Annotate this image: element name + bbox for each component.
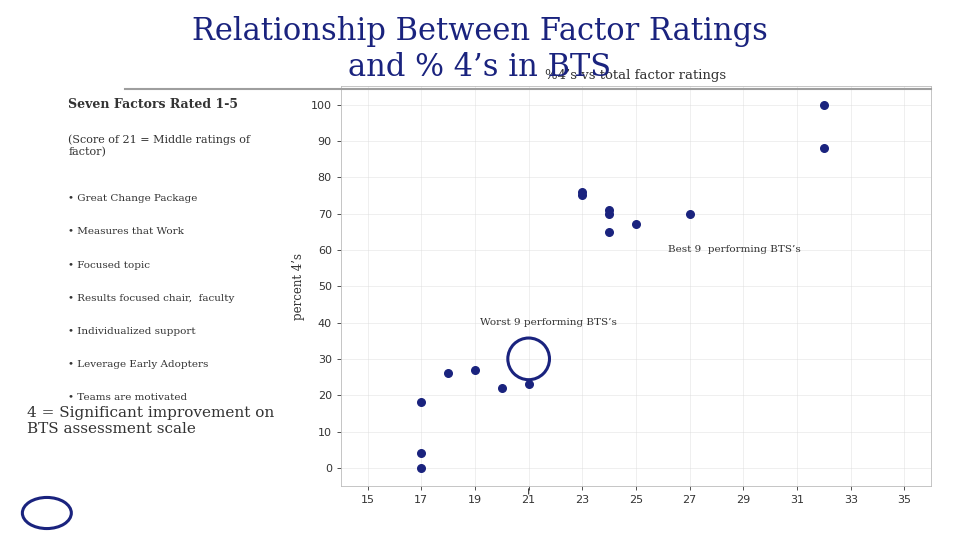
- Text: Seven Factors Rated 1-5: Seven Factors Rated 1-5: [68, 98, 238, 111]
- Point: [468, 366, 483, 374]
- Text: • Teams are motivated: • Teams are motivated: [68, 393, 187, 402]
- Point: [816, 100, 831, 109]
- Text: = 3 Collaboratives: = 3 Collaboratives: [113, 507, 218, 517]
- Y-axis label: percent 4’s: percent 4’s: [292, 253, 305, 320]
- Point: [414, 463, 429, 472]
- Text: 4 = Significant improvement on
BTS assessment scale: 4 = Significant improvement on BTS asses…: [27, 406, 275, 436]
- Point: [602, 209, 617, 218]
- Text: • Great Change Package: • Great Change Package: [68, 194, 198, 203]
- Point: [414, 398, 429, 407]
- Text: • Individualized support: • Individualized support: [68, 327, 196, 336]
- Point: [602, 206, 617, 214]
- Point: [414, 449, 429, 457]
- Text: • Results focused chair,  faculty: • Results focused chair, faculty: [68, 294, 234, 303]
- Text: Best 9  performing BTS’s: Best 9 performing BTS’s: [668, 245, 801, 254]
- Point: [441, 369, 456, 377]
- Text: Total Ratings on 7 Factors: Total Ratings on 7 Factors: [365, 505, 538, 518]
- Point: [521, 355, 537, 363]
- Text: • Measures that Work: • Measures that Work: [68, 227, 184, 237]
- Text: • Focused topic: • Focused topic: [68, 261, 150, 269]
- Point: [816, 144, 831, 152]
- Point: [494, 383, 510, 392]
- Point: [602, 227, 617, 236]
- Text: (Score of 21 = Middle ratings of
factor): (Score of 21 = Middle ratings of factor): [68, 134, 251, 157]
- Text: Relationship Between Factor Ratings
and % 4’s in BTS: Relationship Between Factor Ratings and …: [192, 16, 768, 83]
- Text: • Leverage Early Adopters: • Leverage Early Adopters: [68, 360, 208, 369]
- Point: [682, 209, 697, 218]
- Text: Worst 9 performing BTS’s: Worst 9 performing BTS’s: [480, 318, 617, 327]
- Point: [628, 220, 643, 229]
- Point: [575, 187, 590, 196]
- Point: [575, 191, 590, 200]
- Title: %4’s vs total factor ratings: %4’s vs total factor ratings: [545, 70, 727, 83]
- Point: [521, 380, 537, 389]
